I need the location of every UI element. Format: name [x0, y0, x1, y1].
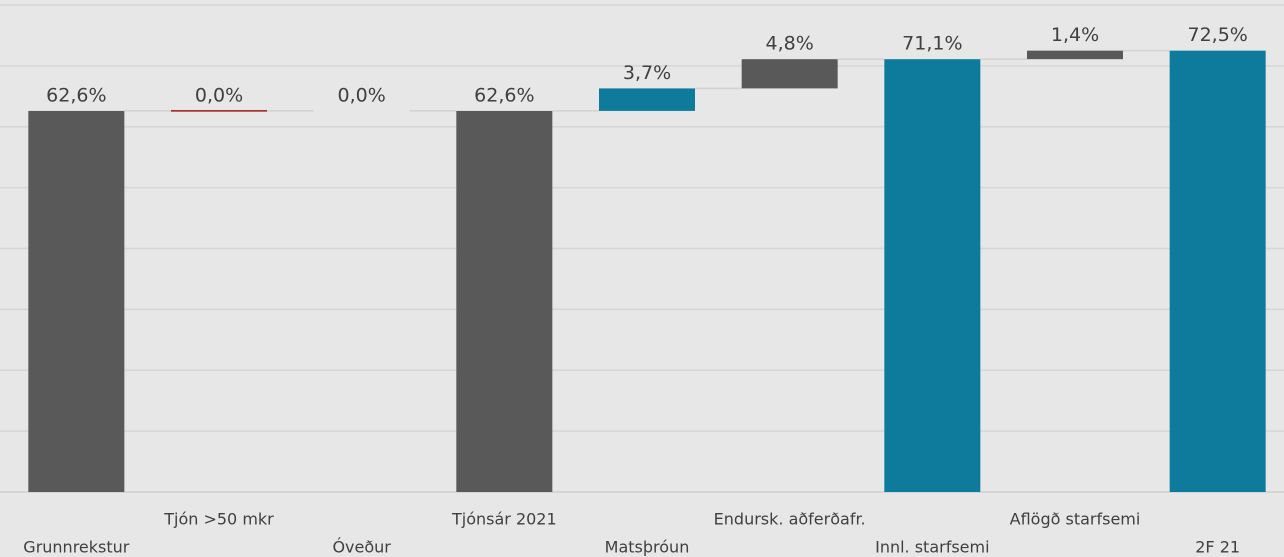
bar [1027, 50, 1123, 60]
value-label: 4,8% [766, 33, 814, 55]
bar [599, 88, 695, 111]
value-label: 0,0% [195, 84, 243, 106]
bar [1169, 50, 1266, 492]
value-label: 3,7% [623, 62, 671, 84]
x-tick-label: Tjónsár 2021 [451, 510, 557, 529]
bar [884, 59, 981, 493]
value-label: 0,0% [338, 84, 386, 106]
x-tick-label: Tjón >50 mkr [163, 510, 274, 529]
x-tick-label: Endursk. aðferðafr. [714, 510, 866, 529]
x-tick-label: Aflögð starfsemi [1010, 510, 1141, 529]
x-tick-label: Innl. starfsemi [875, 538, 989, 557]
x-tick-label: 2F 21 [1195, 538, 1240, 557]
value-label: 72,5% [1187, 24, 1247, 46]
bar [456, 110, 553, 493]
x-tick-label: Óveður [332, 538, 391, 557]
value-label: 62,6% [474, 84, 534, 106]
value-label: 62,6% [46, 84, 106, 106]
value-label: 71,1% [902, 33, 962, 55]
x-tick-label: Matsþróun [605, 538, 690, 557]
bar [741, 59, 838, 89]
bar [28, 110, 125, 493]
x-tick-label: Grunnrekstur [23, 538, 129, 557]
value-label: 1,4% [1051, 24, 1099, 46]
